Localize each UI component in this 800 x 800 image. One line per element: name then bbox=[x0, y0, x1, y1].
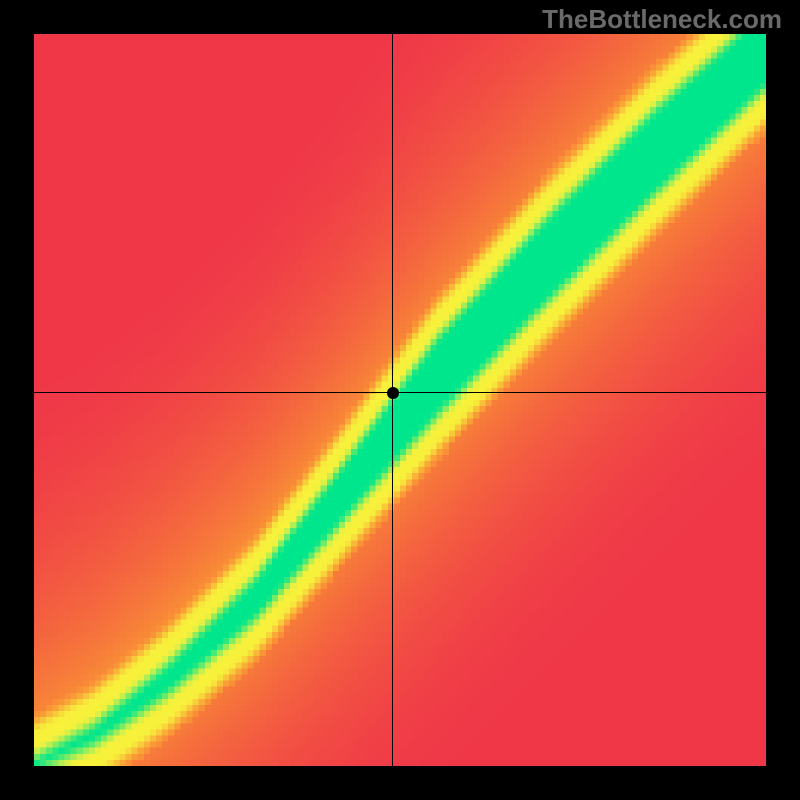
heatmap-canvas bbox=[34, 34, 766, 766]
crosshair-horizontal bbox=[34, 392, 766, 393]
watermark-text: TheBottleneck.com bbox=[542, 4, 782, 35]
crosshair-vertical bbox=[392, 34, 393, 766]
crosshair-marker bbox=[387, 387, 399, 399]
heatmap-plot bbox=[34, 34, 766, 766]
chart-container: { "watermark": { "text": "TheBottleneck.… bbox=[0, 0, 800, 800]
